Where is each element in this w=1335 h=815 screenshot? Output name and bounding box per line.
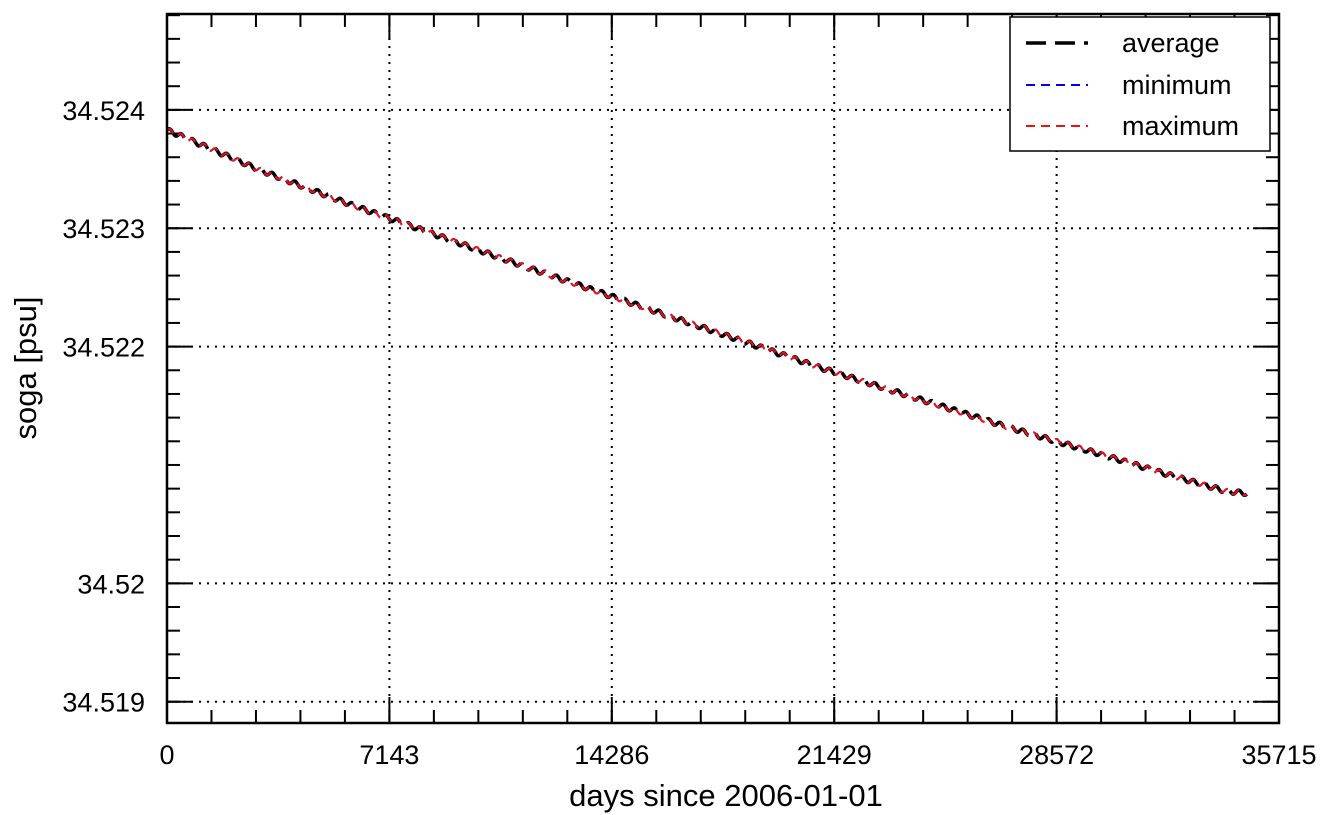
x-axis-title: days since 2006-01-01 bbox=[569, 778, 883, 813]
x-tick-label: 28572 bbox=[1019, 740, 1094, 770]
series-line-average bbox=[165, 127, 1248, 498]
legend-box bbox=[1009, 16, 1271, 152]
y-tick-label: 34.52 bbox=[77, 569, 145, 599]
plot-frame bbox=[165, 12, 1281, 725]
x-tick-label: 0 bbox=[159, 740, 174, 770]
y-tick-label: 34.524 bbox=[62, 96, 145, 126]
grid-lines bbox=[167, 14, 1279, 723]
legend-label-average: average bbox=[1122, 28, 1220, 58]
series-group bbox=[165, 127, 1248, 498]
x-tick-labels: 0 7143 14286 21429 28572 35715 bbox=[159, 740, 1316, 770]
y-tick-label: 34.519 bbox=[62, 688, 145, 718]
x-tick-label: 35715 bbox=[1241, 740, 1316, 770]
x-tick-label: 21429 bbox=[797, 740, 872, 770]
legend-label-minimum: minimum bbox=[1122, 70, 1232, 100]
y-tick-label: 34.523 bbox=[62, 214, 145, 244]
x-tick-label: 14286 bbox=[574, 740, 649, 770]
series-line-maximum bbox=[166, 127, 1248, 497]
legend: average minimum maximum bbox=[1009, 16, 1271, 152]
y-tick-labels: 34.519 34.52 34.522 34.523 34.524 bbox=[62, 96, 145, 718]
x-tick-label: 7143 bbox=[359, 740, 419, 770]
y-tick-label: 34.522 bbox=[62, 333, 145, 363]
series-line-minimum bbox=[166, 127, 1248, 497]
legend-label-maximum: maximum bbox=[1122, 111, 1239, 141]
y-axis-title: soga [psu] bbox=[8, 296, 43, 439]
